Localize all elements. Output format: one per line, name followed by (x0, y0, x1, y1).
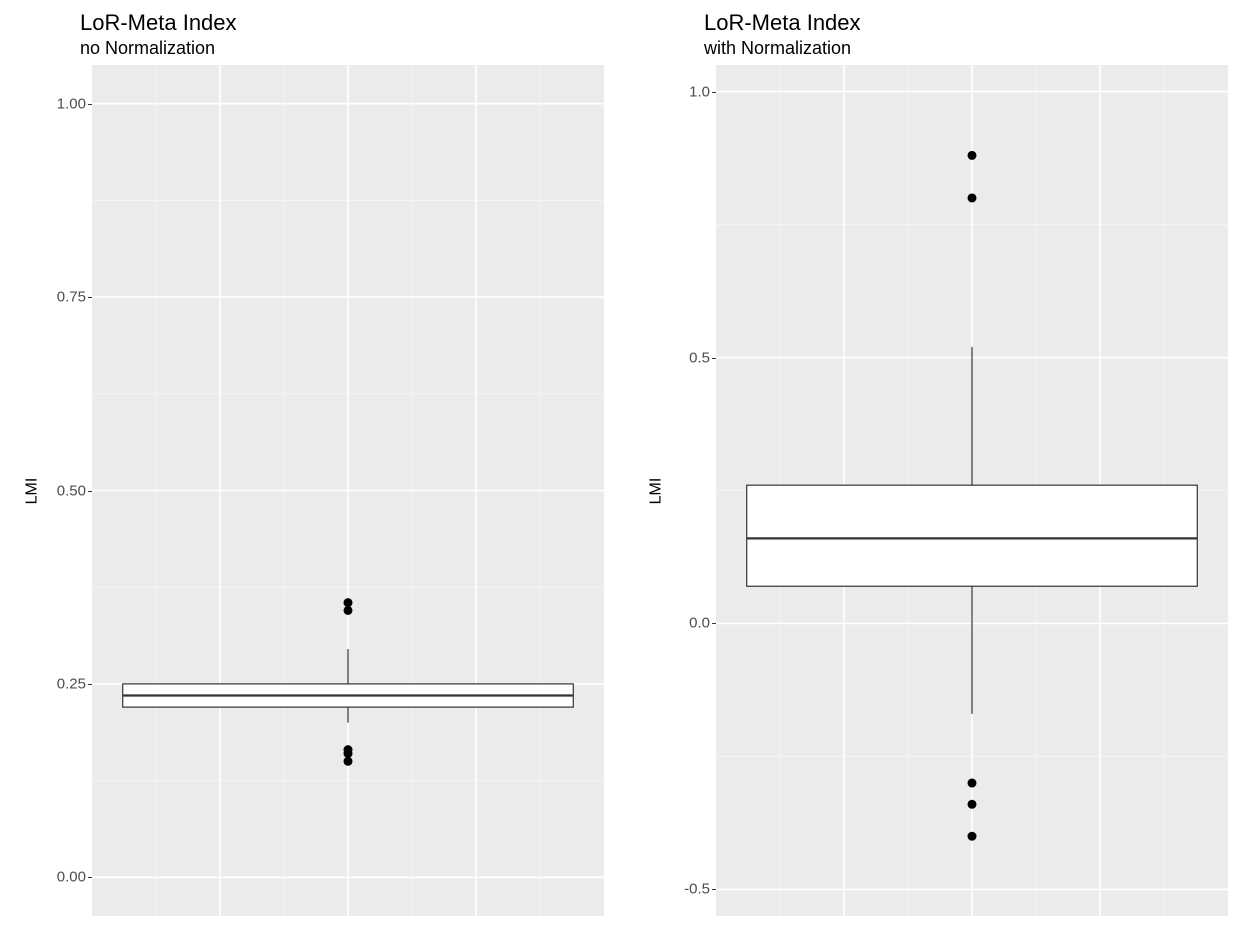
outlier-point (344, 606, 353, 615)
panel-left-plot-wrap: LMI 0.00 0.25 0.50 0.75 1.00 (20, 65, 604, 916)
panel-right-plot-area (716, 65, 1228, 916)
panel-left-subtitle: no Normalization (80, 38, 604, 59)
outlier-point (968, 832, 977, 841)
panel-right-subtitle: with Normalization (704, 38, 1228, 59)
outlier-point (968, 193, 977, 202)
boxplot-svg (92, 65, 604, 916)
y-tick-label: 1.00 (57, 95, 86, 112)
panel-left-title: LoR-Meta Index (80, 10, 604, 36)
chart-container: LoR-Meta Index no Normalization LMI 0.00… (0, 0, 1248, 936)
panel-right-title: LoR-Meta Index (704, 10, 1228, 36)
outlier-point (968, 800, 977, 809)
panel-left-ylabel: LMI (23, 477, 41, 504)
y-tick-label: -0.5 (684, 881, 710, 898)
panel-left-ylabel-col: LMI (20, 65, 44, 916)
panel-right-ylabel-col: LMI (644, 65, 668, 916)
y-tick-label: 0.25 (57, 675, 86, 692)
y-tick-label: 0.5 (689, 349, 710, 366)
panel-right: LoR-Meta Index with Normalization LMI -0… (624, 0, 1248, 936)
panel-right-ylabel: LMI (647, 477, 665, 504)
outlier-point (344, 749, 353, 758)
y-tick-label: 0.00 (57, 869, 86, 886)
y-tick-label: 0.75 (57, 289, 86, 306)
outlier-point (968, 779, 977, 788)
y-tick-label: 0.0 (689, 615, 710, 632)
box (747, 485, 1198, 586)
panel-left-plot-area (92, 65, 604, 916)
panel-left: LoR-Meta Index no Normalization LMI 0.00… (0, 0, 624, 936)
panel-left-ticks: 0.00 0.25 0.50 0.75 1.00 (44, 65, 92, 916)
outlier-point (344, 598, 353, 607)
boxplot-svg (716, 65, 1228, 916)
outlier-point (344, 757, 353, 766)
panel-right-ticks: -0.5 0.0 0.5 1.0 (668, 65, 716, 916)
y-tick-label: 0.50 (57, 482, 86, 499)
panel-right-plot-wrap: LMI -0.5 0.0 0.5 1.0 (644, 65, 1228, 916)
y-tick-label: 1.0 (689, 83, 710, 100)
outlier-point (968, 151, 977, 160)
